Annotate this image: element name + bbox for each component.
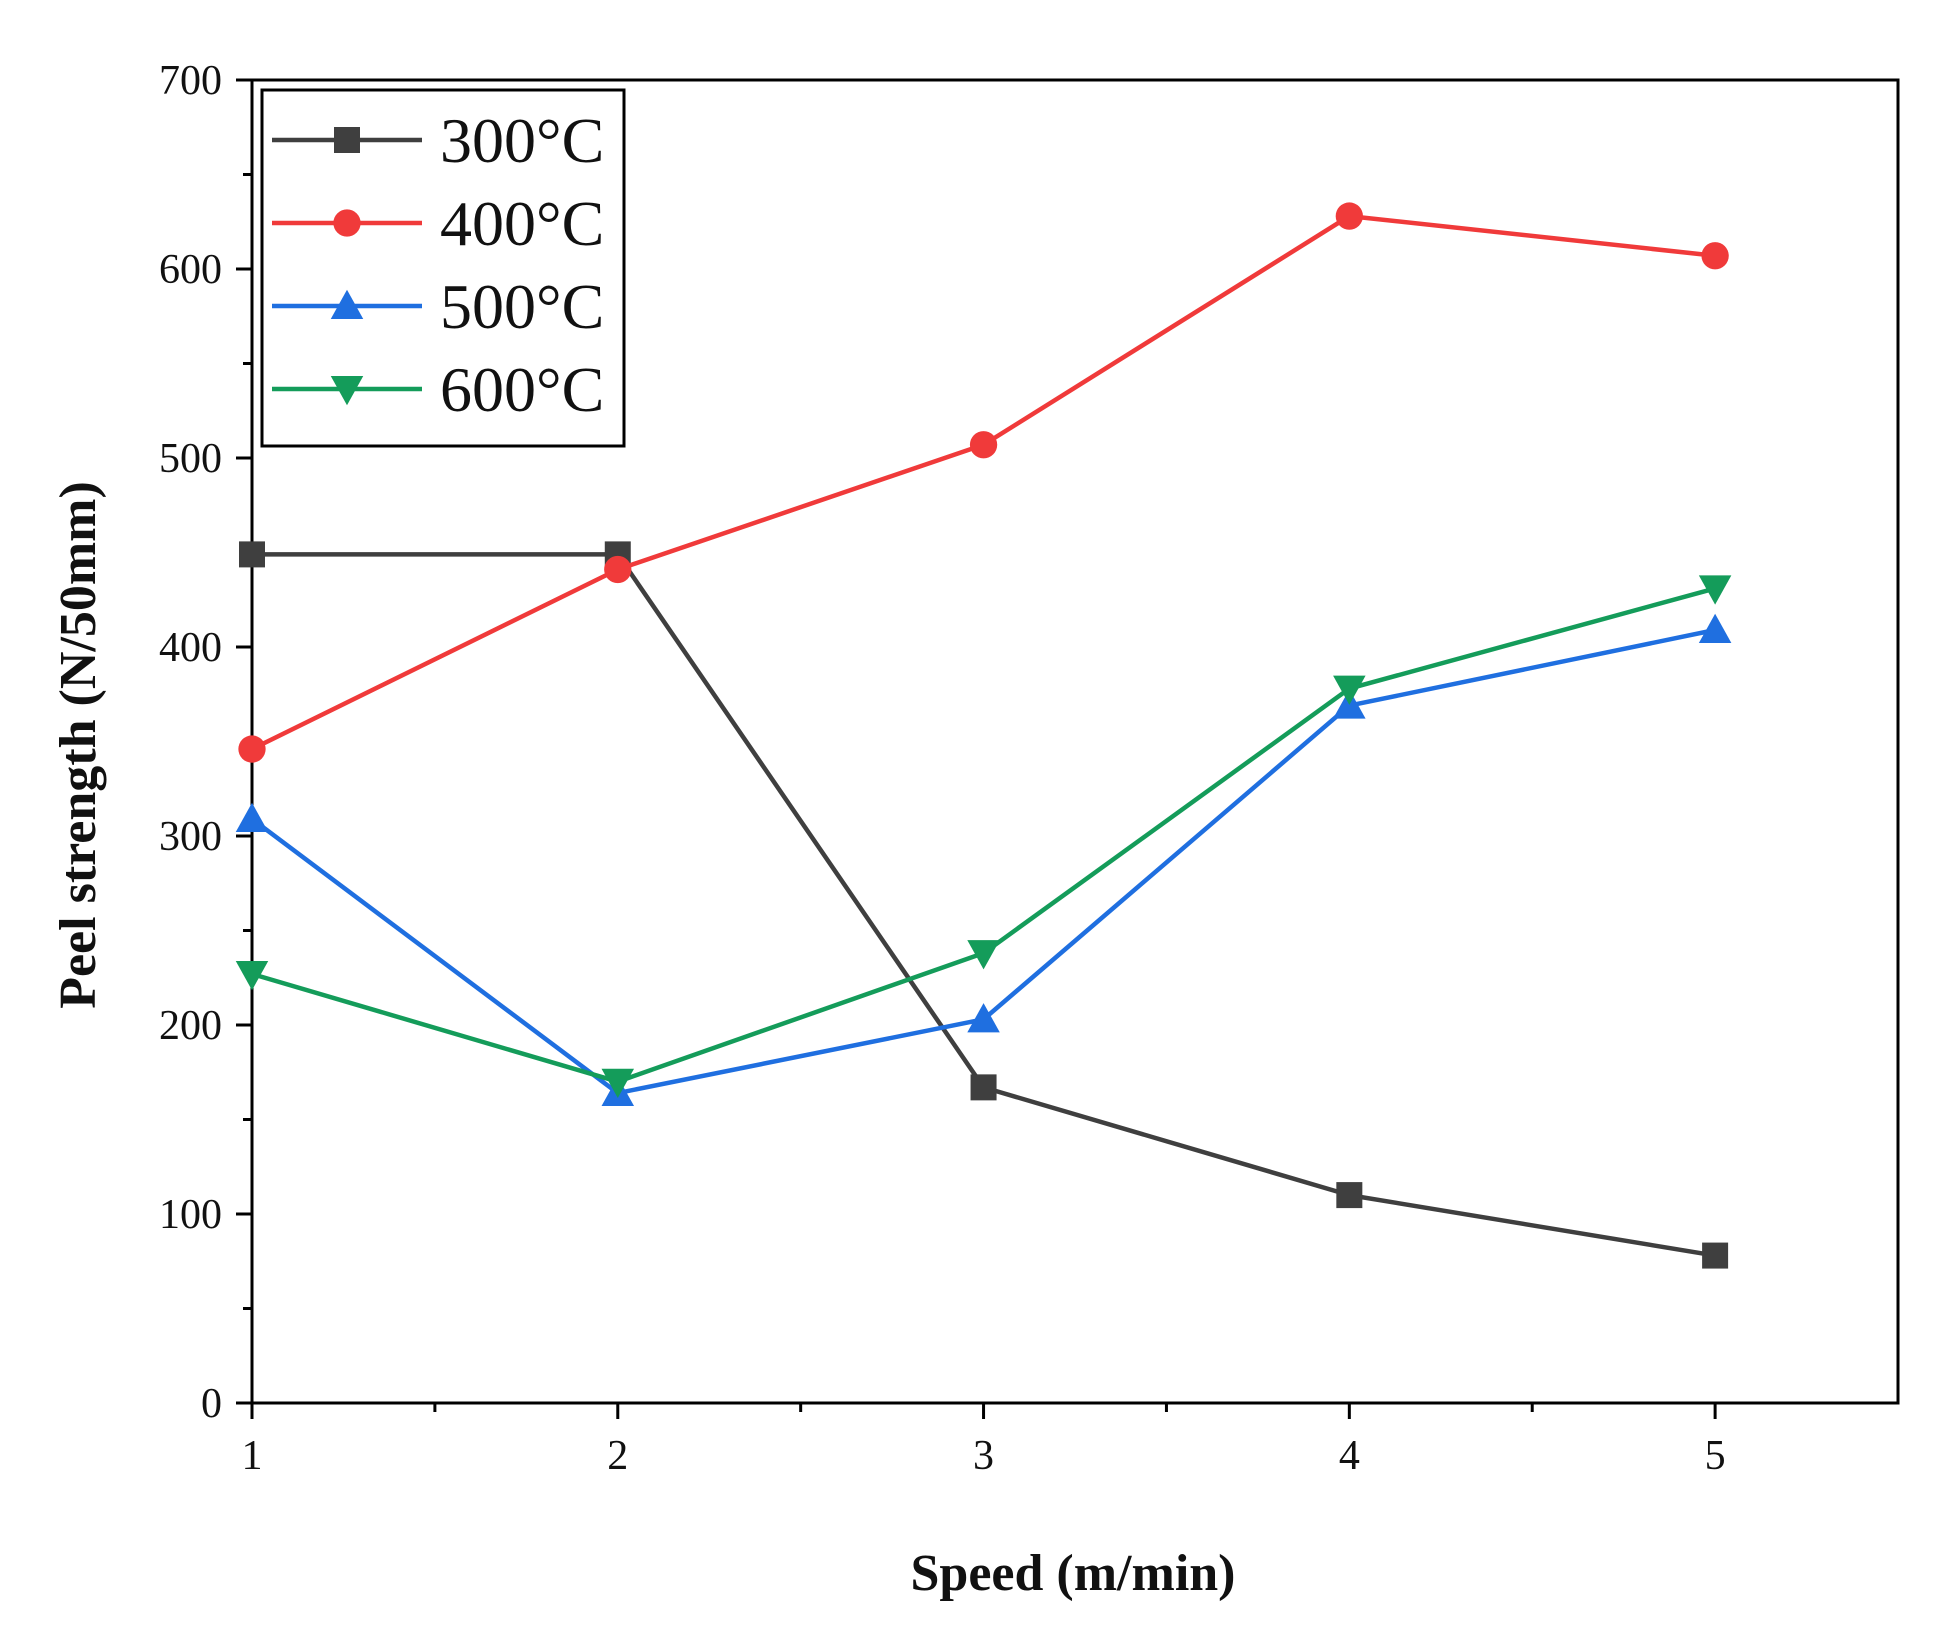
data-point xyxy=(967,940,1000,970)
y-tick-label: 400 xyxy=(159,625,222,671)
legend-label: 400°C xyxy=(440,188,604,259)
y-tick-label: 700 xyxy=(159,58,222,104)
y-tick-label: 500 xyxy=(159,436,222,482)
data-point xyxy=(1336,1182,1363,1209)
data-point xyxy=(967,1003,1000,1033)
data-point xyxy=(970,1074,997,1101)
legend: 300°C 400°C 500°C 600°C xyxy=(260,88,626,448)
x-tick-label: 4 xyxy=(1339,1433,1360,1479)
x-axis-title: Speed (m/min) xyxy=(911,1545,1236,1602)
series-layer xyxy=(235,202,1732,1269)
legend-marker xyxy=(333,209,361,237)
legend-marker xyxy=(334,127,360,153)
data-point xyxy=(1333,675,1366,705)
data-point xyxy=(238,735,266,763)
series-2 xyxy=(235,613,1732,1107)
y-tick-label: 600 xyxy=(159,247,222,293)
y-tick-label: 100 xyxy=(159,1192,222,1238)
legend-box xyxy=(260,88,626,448)
legend-marker xyxy=(330,376,364,406)
data-point xyxy=(235,960,269,991)
series-line xyxy=(252,552,1716,1258)
data-point xyxy=(1701,242,1729,270)
legend-label: 600°C xyxy=(440,354,604,425)
legend-label: 500°C xyxy=(440,271,604,342)
x-tick-label: 5 xyxy=(1705,1433,1726,1479)
data-point xyxy=(601,1068,635,1098)
data-point xyxy=(1335,202,1363,230)
series-1 xyxy=(238,202,1729,763)
x-tick-label: 2 xyxy=(607,1433,628,1479)
y-tick-label: 200 xyxy=(159,1003,222,1049)
x-tick-label: 1 xyxy=(242,1433,263,1479)
y-axis-title: Peel strength (N/50mm) xyxy=(50,481,107,1009)
data-point xyxy=(604,555,632,584)
axes-layer: 0 100 200 300 400 500 600 700 1 2 3 4 5 xyxy=(159,58,1900,1479)
data-point xyxy=(235,802,269,832)
data-point xyxy=(1698,575,1732,605)
data-point xyxy=(239,541,265,568)
data-point xyxy=(1698,613,1732,643)
y-tick-label: 0 xyxy=(201,1381,222,1427)
legend-label: 300°C xyxy=(440,105,604,176)
data-point xyxy=(969,431,998,459)
y-tick-label: 300 xyxy=(159,814,222,860)
data-point xyxy=(1702,1242,1729,1269)
series-3 xyxy=(235,575,1732,1098)
series-0 xyxy=(239,541,1729,1269)
x-tick-label: 3 xyxy=(973,1433,994,1479)
legend-marker xyxy=(330,289,364,319)
